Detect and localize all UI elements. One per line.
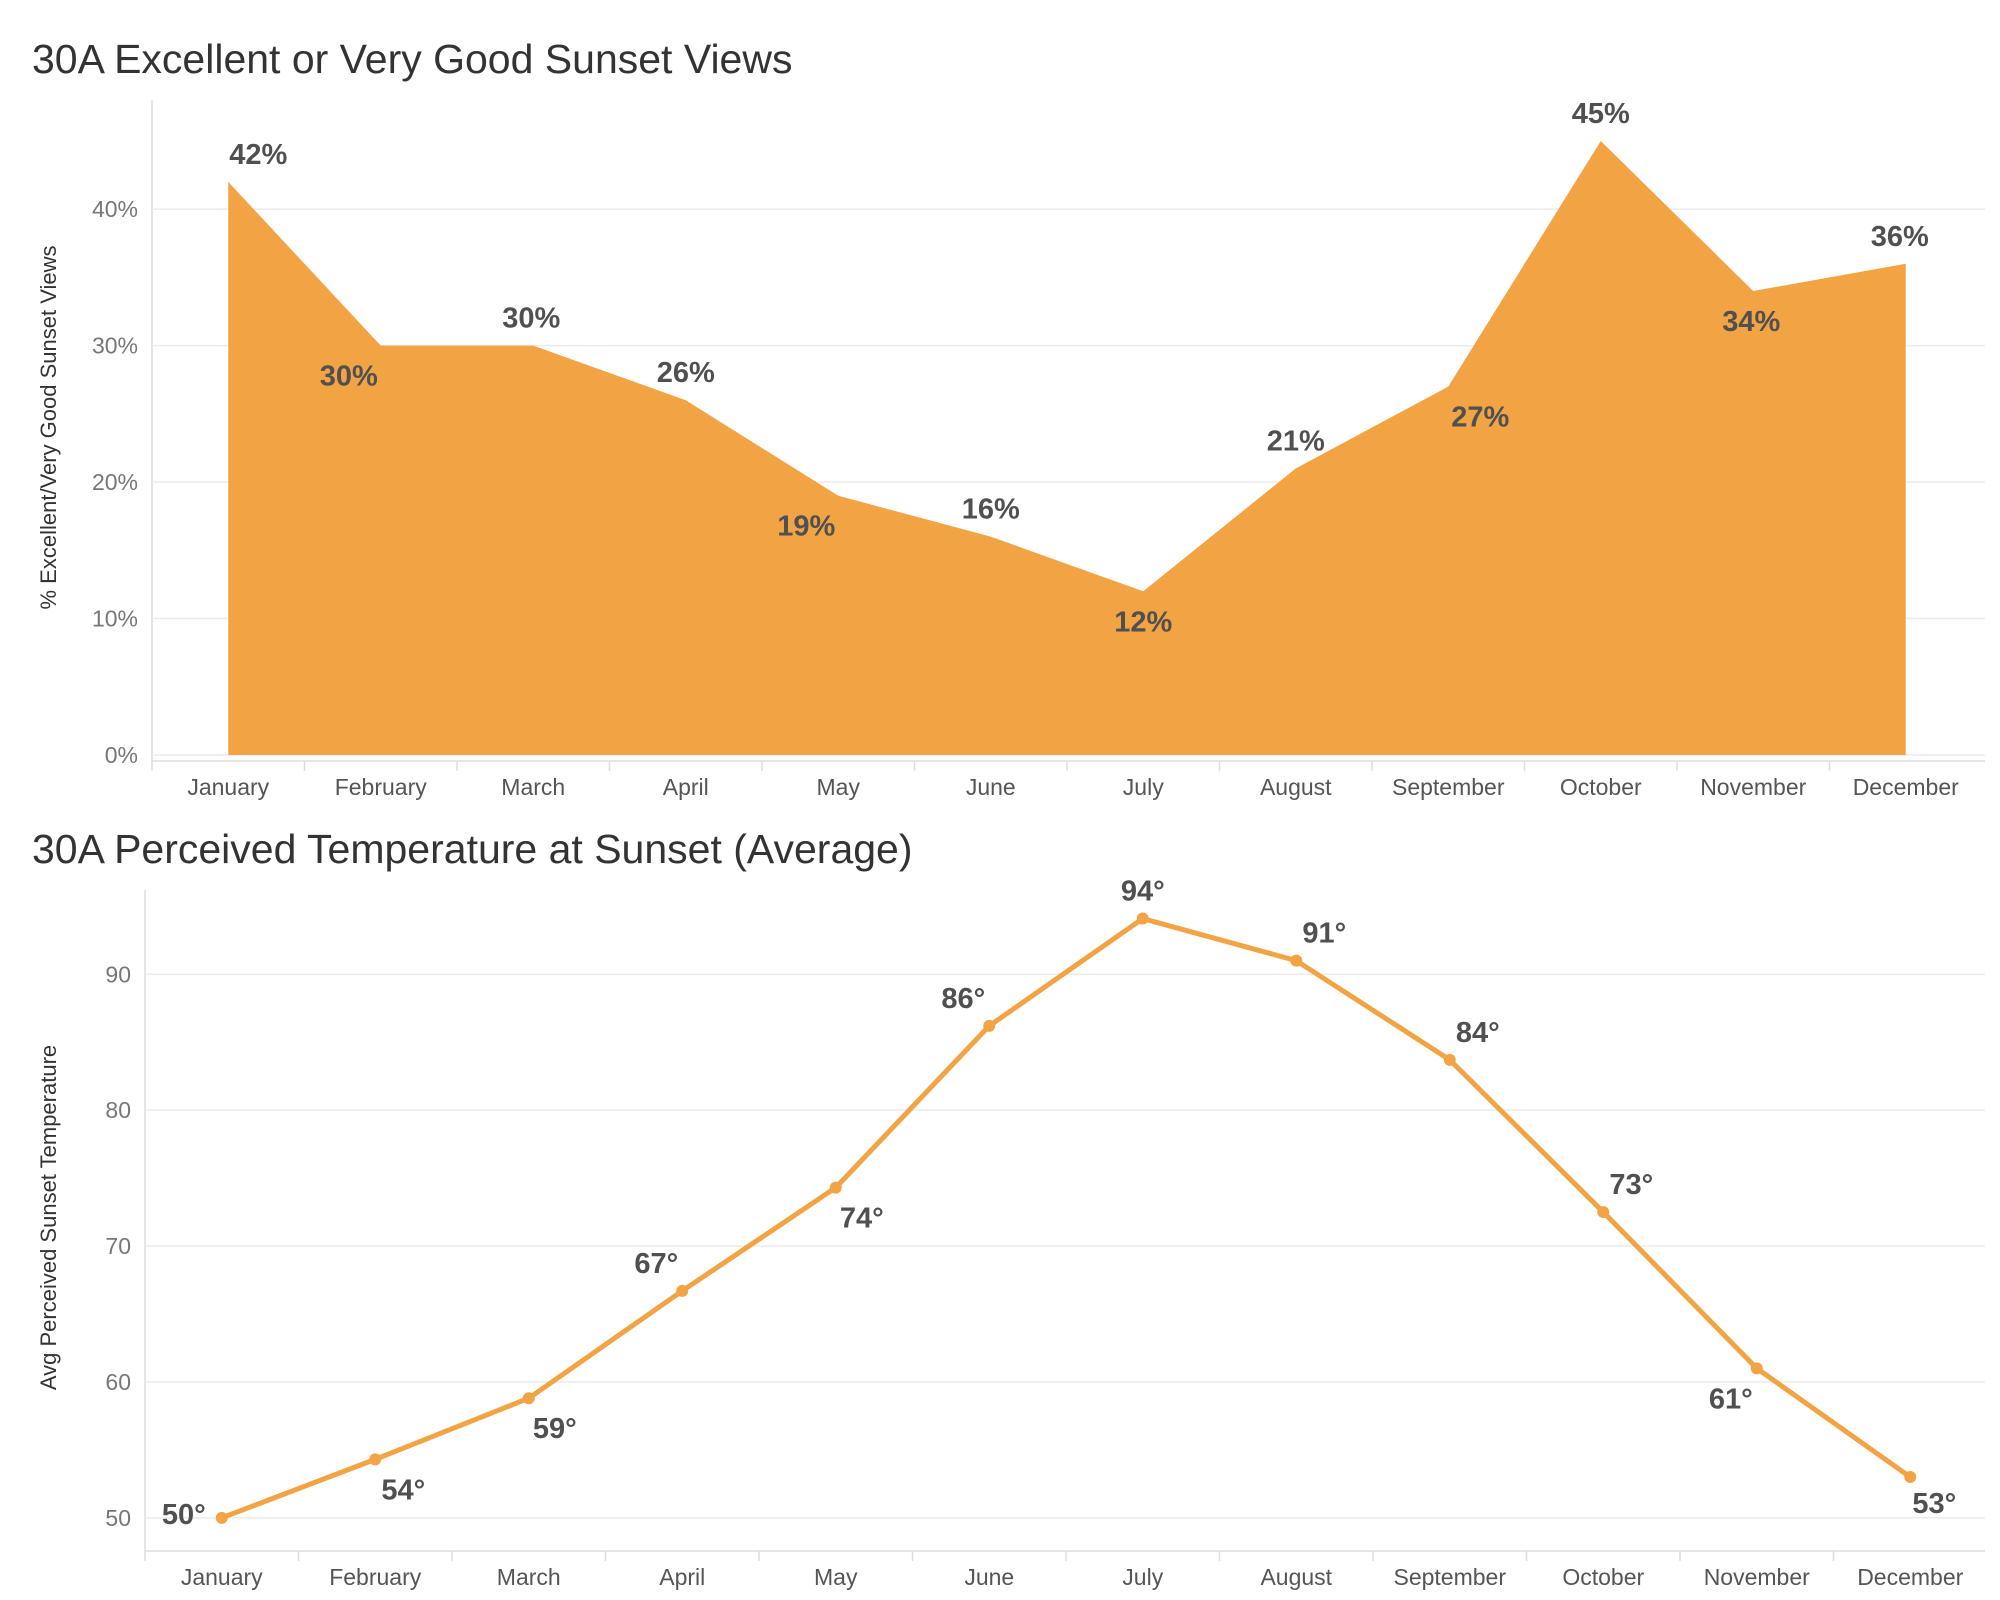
x-tick-label: February	[335, 774, 428, 800]
y-tick-label: 0%	[105, 742, 138, 768]
data-label: 21%	[1267, 425, 1325, 457]
x-tick-label: September	[1393, 1564, 1506, 1590]
y-tick-label: 80	[105, 1097, 131, 1123]
x-tick-label: November	[1700, 774, 1806, 800]
chart2-title: 30A Perceived Temperature at Sunset (Ave…	[32, 826, 913, 872]
x-tick-label: June	[966, 774, 1016, 800]
x-tick-label: July	[1122, 1564, 1163, 1590]
x-tick-label: March	[497, 1564, 561, 1590]
data-label: 91°	[1302, 918, 1346, 950]
y-tick-label: 50	[105, 1505, 131, 1531]
y-tick-label: 30%	[92, 333, 138, 359]
data-point	[215, 1511, 228, 1524]
data-label: 53°	[1912, 1488, 1956, 1520]
x-tick-label: September	[1392, 774, 1505, 800]
x-tick-label: May	[817, 774, 861, 800]
data-label: 30%	[320, 361, 378, 393]
data-label: 61°	[1709, 1383, 1753, 1415]
data-label: 50°	[162, 1499, 206, 1531]
data-point	[1290, 954, 1303, 967]
data-point	[1750, 1362, 1763, 1375]
x-tick-label: December	[1853, 774, 1959, 800]
data-label: 27%	[1451, 402, 1509, 434]
x-tick-label: December	[1857, 1564, 1963, 1590]
data-label: 73°	[1609, 1169, 1653, 1201]
area-series	[228, 140, 1906, 755]
x-tick-label: January	[187, 774, 269, 800]
data-label: 36%	[1871, 221, 1929, 253]
x-tick-label: June	[964, 1564, 1014, 1590]
data-label: 94°	[1121, 876, 1165, 908]
y-axis-title: Avg Perceived Sunset Temperature	[36, 1045, 61, 1390]
data-point	[829, 1181, 842, 1194]
data-point	[1136, 912, 1149, 925]
data-point	[522, 1392, 535, 1405]
data-point	[1443, 1053, 1456, 1066]
x-tick-label: March	[501, 774, 565, 800]
data-point	[676, 1284, 689, 1297]
x-tick-label: October	[1560, 774, 1642, 800]
y-tick-label: 40%	[92, 196, 138, 222]
data-label: 67°	[634, 1248, 678, 1280]
chart1-title: 30A Excellent or Very Good Sunset Views	[32, 36, 793, 82]
data-label: 16%	[962, 494, 1020, 526]
data-label: 12%	[1114, 606, 1172, 638]
x-tick-label: February	[329, 1564, 422, 1590]
data-label: 26%	[657, 357, 715, 389]
data-label: 74°	[840, 1203, 884, 1235]
data-label: 45%	[1572, 98, 1630, 130]
x-tick-label: August	[1260, 774, 1332, 800]
y-axis-title: % Excellent/Very Good Sunset Views	[36, 245, 61, 609]
x-tick-label: July	[1123, 774, 1164, 800]
x-tick-label: April	[663, 774, 709, 800]
data-point	[1904, 1471, 1917, 1484]
y-tick-label: 10%	[92, 606, 138, 632]
x-tick-label: May	[814, 1564, 858, 1590]
x-tick-label: April	[659, 1564, 705, 1590]
line-series	[220, 916, 1912, 1521]
data-label: 42%	[229, 139, 287, 171]
data-point	[1597, 1206, 1610, 1219]
x-tick-label: August	[1260, 1564, 1332, 1590]
data-label: 34%	[1722, 306, 1780, 338]
y-tick-label: 90	[105, 961, 131, 987]
y-tick-label: 20%	[92, 469, 138, 495]
y-tick-label: 70	[105, 1233, 131, 1259]
y-tick-label: 60	[105, 1369, 131, 1395]
data-point	[369, 1453, 382, 1466]
data-label: 59°	[533, 1413, 577, 1445]
x-tick-label: October	[1562, 1564, 1644, 1590]
data-label: 54°	[381, 1474, 425, 1506]
x-tick-label: January	[181, 1564, 263, 1590]
data-point	[983, 1019, 996, 1032]
data-label: 19%	[777, 511, 835, 543]
data-label: 30%	[502, 303, 560, 335]
data-label: 86°	[941, 983, 985, 1015]
x-tick-label: November	[1704, 1564, 1810, 1590]
data-label: 84°	[1456, 1017, 1500, 1049]
